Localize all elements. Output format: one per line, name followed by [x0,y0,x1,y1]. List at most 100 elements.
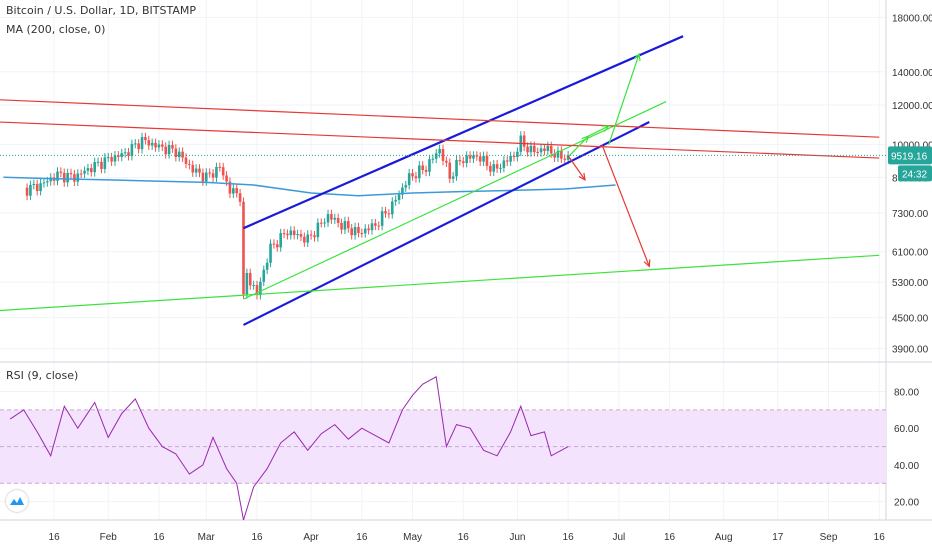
candle-body [333,217,337,220]
price-badge-value: 9519.16 [891,151,928,162]
time-tick-label: 16 [458,532,470,543]
rsi-legend[interactable]: RSI (9, close) [6,369,79,382]
candle-body [218,166,222,168]
candle-body [536,151,539,153]
candle-body [380,211,384,226]
candle-body [516,151,519,158]
time-tick-label: 16 [563,532,575,543]
candle-body [360,232,364,234]
candle-body [242,201,245,295]
time-tick-label: Sep [820,532,838,543]
candle-body [117,155,120,157]
projection-down [601,144,650,267]
candle-body [438,149,441,154]
price-badge [888,146,932,165]
candle-body [106,157,110,159]
candle-body [221,167,225,176]
projection-down [567,155,586,181]
candle-body [367,228,370,231]
candle-body [35,183,39,192]
candle-body [468,155,472,159]
candle-body [394,199,397,202]
candle-body [340,222,343,230]
candle-body [191,164,195,173]
time-tick-label: Jun [509,532,525,543]
candle-body [316,222,320,238]
candle-body [495,164,499,169]
candle-body [556,150,560,158]
time-tick-label: 16 [251,532,263,543]
candle-body [262,269,266,282]
candle-body [489,165,492,172]
countdown-value: 24:32 [902,169,927,180]
candle-body [441,149,445,161]
candle-body [374,223,377,226]
candle-body [269,243,272,263]
candle-body [560,150,563,159]
channel-lower [242,121,650,326]
candle-body [174,148,178,158]
candle-body [533,145,536,152]
candle-body [282,233,286,235]
candle-body [255,285,259,296]
candle-body [482,155,485,162]
resistance-line [0,121,880,159]
price-tick-label: 3900.00 [892,345,929,356]
projection-up [588,125,609,137]
candle-body [461,161,465,164]
candle-body [232,188,235,194]
candle-body [350,228,353,236]
candle-body [62,172,66,183]
price-tick-label: 10000.00 [892,141,932,152]
candle-body [299,234,303,237]
candle-body [326,214,330,223]
time-tick-label: Feb [100,532,118,543]
chart-title: Bitcoin / U.S. Dollar, 1D, BITSTAMP [6,4,196,17]
candle-body [421,165,425,171]
price-tick-label: 18000.00 [892,13,932,24]
candle-body [181,151,184,158]
candle-body [347,221,350,229]
time-tick-label: 17 [772,532,784,543]
candle-body [397,194,401,200]
rsi-line [9,376,569,521]
ma-legend[interactable]: MA (200, close, 0) [6,23,106,36]
candle-body [171,144,174,149]
candle-body [204,172,208,182]
candle-body [154,142,157,148]
candle-body [259,281,262,296]
candle-body [390,201,394,215]
price-tick-label: 7300.00 [892,209,929,220]
candle-body [46,181,49,183]
candle-body [120,153,124,157]
candle-body [150,142,154,146]
candle-body [566,155,570,160]
candle-body [387,213,391,215]
candle-body [42,182,46,184]
price-tick-label: 4500.00 [892,314,929,325]
candle-body [167,144,171,155]
time-tick-label: 16 [153,532,165,543]
candle-body [529,145,533,153]
candle-body [465,155,468,164]
rsi-tick-label: 80.00 [894,388,919,399]
candle-body [113,155,117,162]
time-tick-label: 16 [49,532,61,543]
tradingview-logo-icon[interactable] [6,490,28,512]
time-tick-label: Aug [715,532,733,543]
candle-body [25,187,29,196]
candle-body [384,211,387,214]
candle-body [265,262,269,270]
candle-body [505,160,509,162]
candle-body [475,155,479,157]
candle-body [404,185,408,188]
candle-body [418,165,421,179]
price-tick-label: 6100.00 [892,248,929,259]
candle-body [76,173,80,182]
candle-body [522,135,526,147]
projection-up [608,53,640,145]
candle-body [161,144,164,147]
candle-body [238,193,242,202]
candle-body [103,157,107,169]
